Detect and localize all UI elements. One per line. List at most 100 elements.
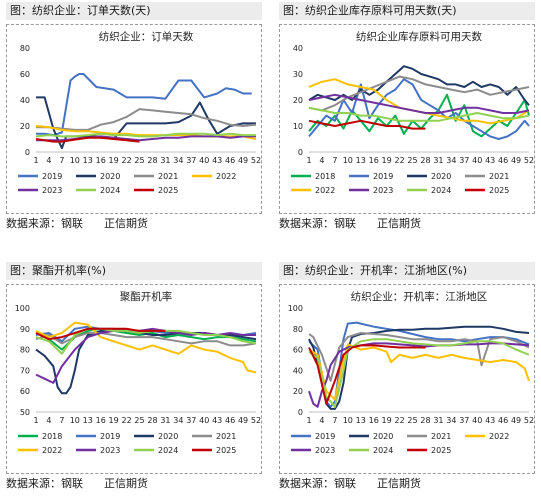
legend-label: 2019 <box>315 432 335 441</box>
legend-label: 2023 <box>42 186 62 195</box>
x-tick-label: 25 <box>134 156 144 165</box>
y-tick-label: 60 <box>20 70 30 79</box>
series-line-2024 <box>35 327 257 355</box>
x-tick-label: 16 <box>369 156 379 165</box>
series-line-2021 <box>308 332 530 382</box>
panel-jiangzhe-operating-rate: 图：纺织企业：开机率：江浙地区(%) 纺织企业：开机率：江浙地区 0 20 40 60 8… <box>275 262 539 498</box>
legend-label: 2023 <box>100 446 120 455</box>
x-tick-label: 19 <box>109 156 119 165</box>
x-tick-label: 19 <box>382 156 392 165</box>
chart-frame <box>6 24 262 214</box>
legend-label: 2020 <box>100 172 120 181</box>
x-tick-label: 31 <box>160 416 170 425</box>
x-tick-label: 43 <box>485 416 495 425</box>
x-tick-label: 4 <box>46 156 51 165</box>
x-tick-label: 40 <box>199 416 209 425</box>
x-tick-label: 16 <box>96 416 106 425</box>
x-tick-label: 25 <box>407 156 417 165</box>
y-tick-label: 20 <box>293 96 303 105</box>
series-line-2025 <box>35 327 166 341</box>
legend-label: 2021 <box>216 432 236 441</box>
x-tick-label: 34 <box>446 156 456 165</box>
x-tick-label: 1 <box>306 156 311 165</box>
legend-label: 2023 <box>373 186 393 195</box>
data-source: 数据来源：钢联 正信期货 <box>6 217 148 230</box>
series-line-2019 <box>36 73 252 137</box>
legend-label: 2024 <box>158 446 178 455</box>
panel-header: 图：纺织企业：开机率：江浙地区(%) <box>279 262 535 280</box>
series-line-2020 <box>308 325 530 410</box>
legend-label: 2025 <box>489 186 509 195</box>
legend-label: 2018 <box>42 432 62 441</box>
legend-label: 2021 <box>158 172 178 181</box>
y-tick-label: 40 <box>20 96 30 105</box>
polyester-rate-chart: 聚酯开机率 50 60 70 80 90 100 1 4 7 10 13 16 19 22 25 28 31 34 3… <box>15 290 261 455</box>
x-tick-label: 13 <box>83 156 93 165</box>
legend-label: 2025 <box>158 186 178 195</box>
x-tick-label: 31 <box>160 156 170 165</box>
series-line-2024 <box>35 132 256 138</box>
x-tick-label: 37 <box>186 156 196 165</box>
legend-label: 2021 <box>431 432 451 441</box>
series-line-2025 <box>35 136 140 143</box>
x-tick-label: 13 <box>356 156 366 165</box>
legend-label: 2019 <box>100 432 120 441</box>
series-line-2020 <box>36 96 256 150</box>
order-days-chart: 纺织企业：订单天数 0 20 40 60 80 1 4 7 10 13 16 19 22 25 28 31 34 3… <box>18 30 261 195</box>
x-tick-label: 46 <box>498 156 508 165</box>
chart-title: 纺织企业：开机率：江浙地区 <box>351 290 488 303</box>
x-tick-label: 52 <box>524 156 534 165</box>
series-line-2022 <box>308 343 530 401</box>
legend-label: 2020 <box>158 432 178 441</box>
x-tick-label: 1 <box>306 416 311 425</box>
x-tick-label: 28 <box>147 416 157 425</box>
x-tick-label: 40 <box>472 416 482 425</box>
y-tick-label: 80 <box>293 325 303 334</box>
x-tick-label: 22 <box>121 156 131 165</box>
y-tick-label: 40 <box>293 44 303 53</box>
chart-title: 纺织企业：订单天数 <box>99 30 194 43</box>
x-tick-label: 22 <box>121 416 131 425</box>
y-tick-label: 60 <box>293 346 303 355</box>
panel-inventory-days: 图：纺织企业库存原料可用天数(天) 纺织企业库存原料可用天数 0 10 20 30 40 1… <box>275 2 539 238</box>
x-tick-label: 34 <box>173 416 183 425</box>
y-tick-label: 0 <box>298 148 303 157</box>
x-tick-label: 16 <box>96 156 106 165</box>
legend-label: 2022 <box>489 432 509 441</box>
y-tick-label: 80 <box>20 346 30 355</box>
chart-title: 纺织企业库存原料可用天数 <box>356 30 482 43</box>
series-line-2024 <box>308 338 530 408</box>
x-tick-label: 25 <box>134 416 144 425</box>
x-tick-label: 4 <box>46 416 51 425</box>
legend-label: 2022 <box>315 186 335 195</box>
panel-header: 图：纺织企业库存原料可用天数(天) <box>279 2 535 20</box>
y-tick-label: 40 <box>293 366 303 375</box>
series-line-2021 <box>36 108 257 131</box>
y-tick-label: 50 <box>20 408 30 417</box>
chart-frame <box>6 284 262 474</box>
x-tick-label: 52 <box>251 156 261 165</box>
x-tick-label: 40 <box>199 156 209 165</box>
x-tick-label: 16 <box>369 416 379 425</box>
x-tick-label: 52 <box>524 416 534 425</box>
series-line-2020 <box>308 65 530 106</box>
legend-label: 2024 <box>373 446 393 455</box>
y-tick-label: 0 <box>25 148 30 157</box>
x-tick-label: 7 <box>332 156 337 165</box>
y-tick-label: 20 <box>20 122 30 131</box>
series-line-2019 <box>308 78 530 140</box>
x-tick-label: 46 <box>498 416 508 425</box>
x-tick-label: 13 <box>83 416 93 425</box>
x-tick-label: 52 <box>251 416 261 425</box>
x-tick-label: 31 <box>433 156 443 165</box>
series-line-2023 <box>308 93 530 114</box>
series-line-2024 <box>308 106 530 122</box>
panel-header: 图：聚酯开机率(%) <box>6 262 262 280</box>
x-tick-label: 37 <box>459 156 469 165</box>
panel-order-days: 图：纺织企业：订单天数(天) 纺织企业：订单天数 0 20 40 60 80 1 4 7 10 13… <box>2 2 266 238</box>
x-tick-label: 37 <box>186 416 196 425</box>
x-tick-label: 19 <box>382 416 392 425</box>
x-tick-label: 31 <box>433 416 443 425</box>
y-tick-label: 100 <box>288 304 303 313</box>
